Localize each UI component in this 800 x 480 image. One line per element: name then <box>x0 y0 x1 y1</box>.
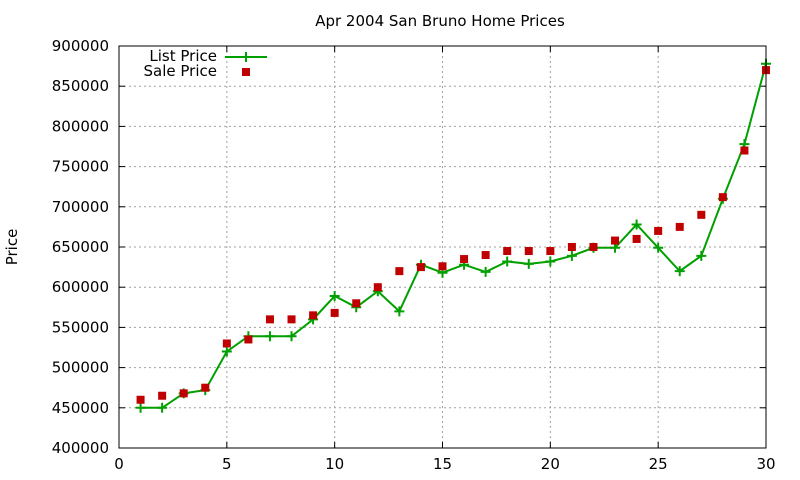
list-price-point <box>480 266 491 277</box>
sale-price-point <box>352 299 361 308</box>
sale-price-point <box>416 263 425 272</box>
sale-price-point <box>524 247 533 256</box>
x-tick-label: 25 <box>649 455 668 473</box>
sale-price-point <box>330 308 339 317</box>
y-tick-label: 900000 <box>52 37 109 55</box>
sale-price-point <box>438 262 447 271</box>
sale-price-point <box>373 283 382 292</box>
y-tick-label: 800000 <box>52 117 109 135</box>
list-price-line <box>140 63 767 409</box>
y-tick-label: 750000 <box>52 158 109 176</box>
x-tick-label: 0 <box>114 455 124 473</box>
chart-title: Apr 2004 San Bruno Home Prices <box>315 12 565 30</box>
y-tick-label: 500000 <box>52 359 109 377</box>
sale-price-point <box>136 395 145 404</box>
grid <box>119 46 766 448</box>
list-price-point <box>696 250 707 261</box>
sale-price-point <box>158 391 167 400</box>
sale-price-point <box>460 255 469 264</box>
y-tick-label: 650000 <box>52 238 109 256</box>
sale-price-point <box>654 226 663 235</box>
y-tick-label: 850000 <box>52 77 109 95</box>
sale-price-point <box>395 267 404 276</box>
plot-border <box>118 45 767 449</box>
sale-price-point <box>718 193 727 202</box>
x-tick-label: 30 <box>756 455 775 473</box>
legend-label-sale-price: Sale Price <box>144 62 217 80</box>
series-layer <box>135 58 771 413</box>
legend-label-list-price: List Price <box>149 47 217 65</box>
x-tick-label: 5 <box>222 455 232 473</box>
sale-price-point <box>287 315 296 324</box>
sale-price-point <box>222 339 231 348</box>
sale-price-point <box>697 210 706 219</box>
list-price-point <box>545 256 556 267</box>
list-price-point <box>502 256 513 267</box>
y-tick-label: 550000 <box>52 318 109 336</box>
list-price-point <box>653 242 664 253</box>
y-tick-label: 700000 <box>52 198 109 216</box>
sale-price-point <box>201 383 210 392</box>
sale-price-point <box>567 243 576 251</box>
x-tick-label: 10 <box>325 455 344 473</box>
sale-price-point <box>632 234 641 243</box>
list-price-point <box>523 258 534 269</box>
sale-price-point <box>675 222 684 231</box>
tick-labels: 0 5 10 15 20 25 30 400000 450000 500000 550000 6000… <box>52 37 776 473</box>
list-price-point <box>264 331 275 342</box>
y-tick-label: 600000 <box>52 278 109 296</box>
x-tick-label: 15 <box>433 455 452 473</box>
list-price-point <box>329 291 340 302</box>
list-price-point <box>674 266 685 277</box>
list-price-point <box>157 402 168 413</box>
y-axis-label: Price <box>3 229 21 266</box>
list-price-point <box>566 250 577 261</box>
sale-price-point <box>503 247 512 256</box>
list-price-point <box>286 331 297 342</box>
sale-price-point <box>589 243 598 251</box>
sale-price-point <box>481 251 490 260</box>
legend-marker-list-price <box>241 52 251 62</box>
sale-price-point <box>265 315 274 324</box>
list-price-point <box>135 402 146 413</box>
list-price-point <box>631 219 642 230</box>
sale-price-point <box>179 389 188 398</box>
sale-price-point <box>611 236 620 245</box>
list-price-point <box>221 346 232 357</box>
legend-marker-sale-price <box>242 68 250 76</box>
y-tick-label: 400000 <box>52 439 109 457</box>
x-tick-label: 20 <box>541 455 560 473</box>
sale-price-point <box>244 335 253 344</box>
sale-price-point <box>740 146 749 155</box>
sale-price-point <box>546 247 555 256</box>
y-tick-label: 450000 <box>52 399 109 417</box>
list-price-point <box>394 306 405 317</box>
sale-price-point <box>309 311 318 320</box>
